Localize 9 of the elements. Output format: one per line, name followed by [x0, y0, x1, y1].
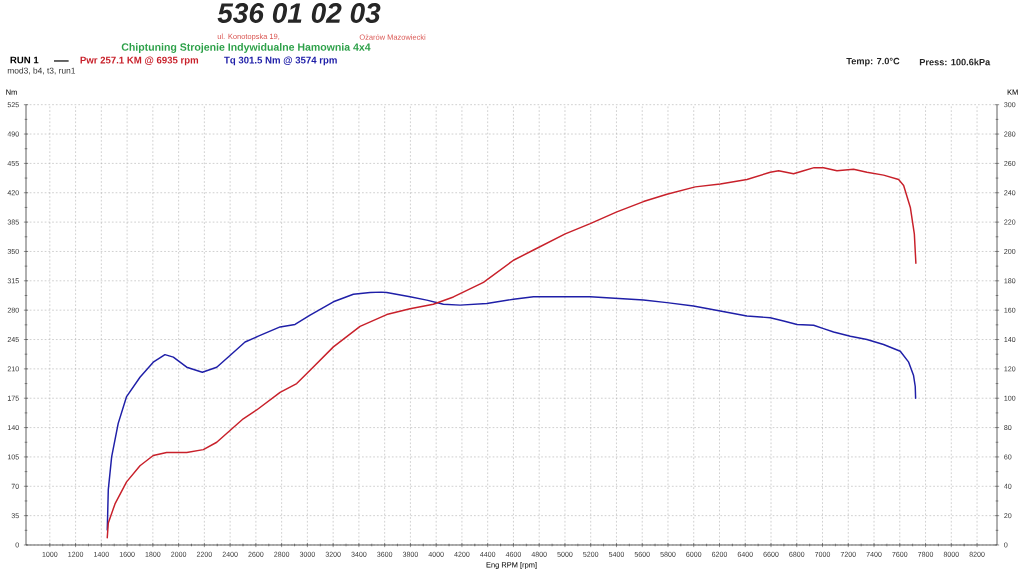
line-series [106, 166, 917, 539]
text: Tq 301.5 Nm @ 3574 rpm [224, 56, 337, 66]
chart-subtitle: mod3, b4, t3, run1 [7, 67, 76, 75]
text: Pwr 257.1 KM @ 6935 rpm [80, 56, 199, 66]
text: Chiptuning Strojenie Indywidualne Hamownia 4x4 [121, 43, 371, 53]
text: Temp: 7.0°C [846, 57, 900, 67]
text: Press: 100.6kPa [919, 58, 991, 66]
legend-title: RUN 1 [10, 56, 39, 64]
text: 536 01 02 03 [217, 3, 381, 23]
